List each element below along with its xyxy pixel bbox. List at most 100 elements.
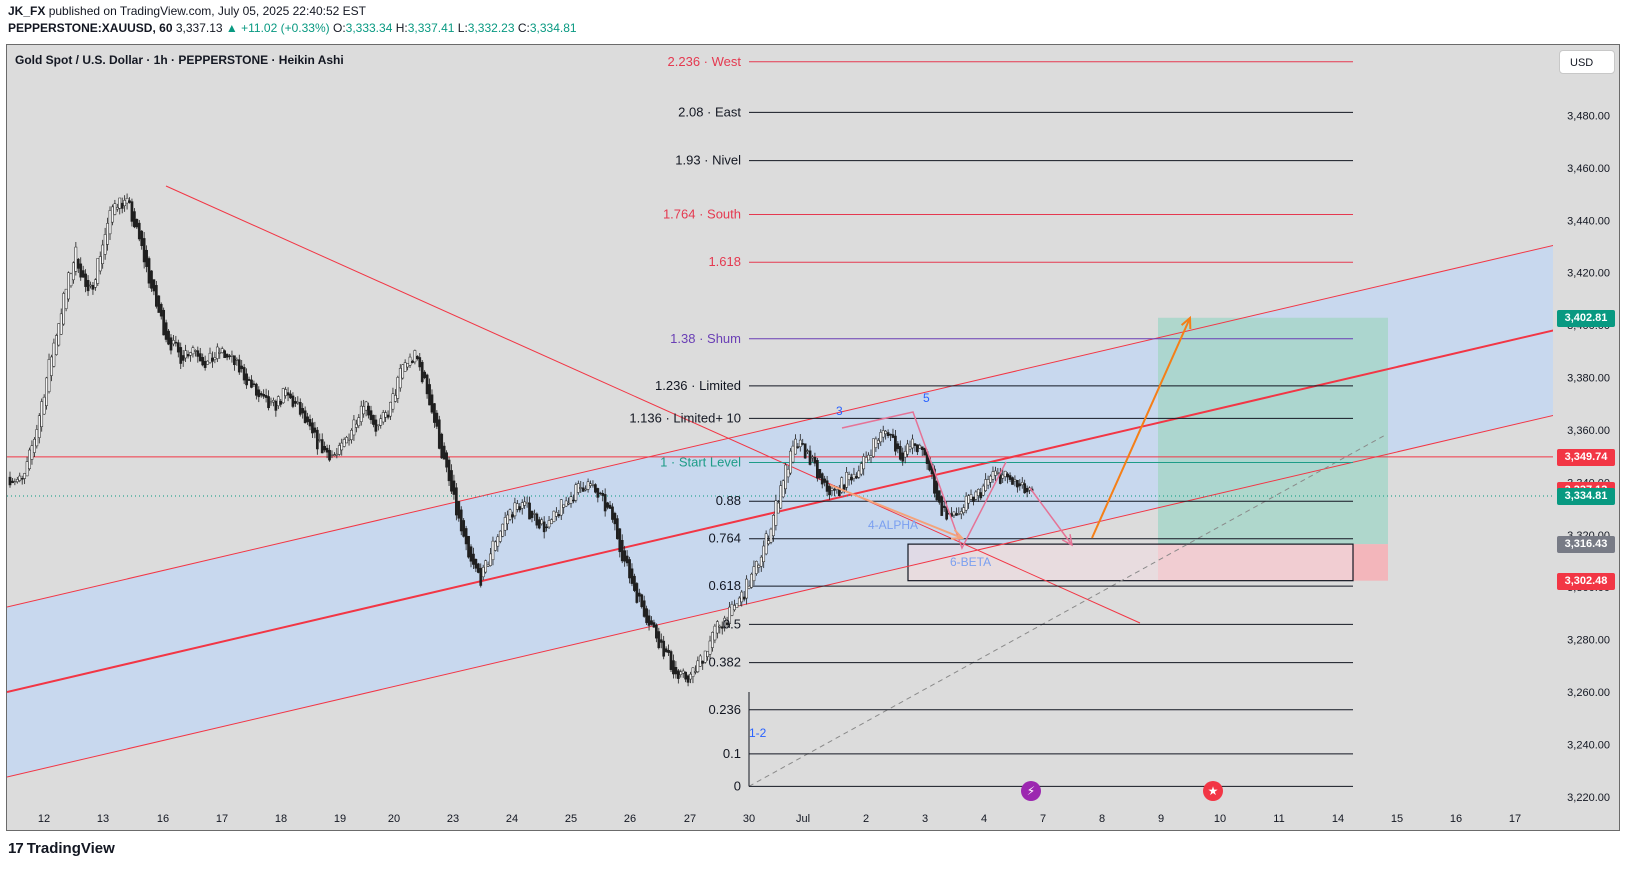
candle-body bbox=[420, 361, 424, 383]
candle-body bbox=[772, 514, 775, 536]
candle-body bbox=[108, 210, 112, 235]
candle-body bbox=[89, 284, 92, 287]
alpha-arrow[interactable] bbox=[829, 484, 963, 539]
candle-body bbox=[481, 567, 485, 578]
candle-body bbox=[357, 417, 361, 427]
candle-body bbox=[245, 373, 248, 386]
candle-body bbox=[803, 443, 807, 459]
candle-body bbox=[574, 484, 578, 501]
candle-body bbox=[533, 513, 536, 515]
candle-body bbox=[64, 288, 68, 310]
us-flag-icon[interactable]: ★ bbox=[1203, 781, 1223, 801]
candle-body bbox=[184, 350, 187, 359]
x-tick-label: Jul bbox=[796, 813, 810, 825]
candle-body bbox=[698, 655, 702, 667]
currency-button[interactable]: USD bbox=[1559, 50, 1615, 74]
candle-body bbox=[189, 352, 192, 356]
y-tick-label: 3,460.00 bbox=[1567, 163, 1610, 175]
channel-mid-line[interactable] bbox=[7, 329, 1555, 693]
candle-body bbox=[518, 506, 522, 511]
candle-body bbox=[862, 456, 866, 470]
candle-body bbox=[608, 504, 612, 509]
demand-box[interactable] bbox=[907, 543, 1354, 582]
fib-label-7: 1.136 · Limited+ 10 bbox=[629, 410, 741, 425]
candle-body bbox=[672, 660, 675, 675]
candle-body bbox=[813, 457, 817, 464]
candle-body bbox=[508, 509, 512, 520]
candle-body bbox=[57, 323, 61, 346]
candle-body bbox=[589, 483, 592, 486]
channel-lower-line[interactable] bbox=[7, 414, 1555, 778]
candle-body bbox=[881, 430, 885, 438]
candle-body bbox=[855, 476, 858, 479]
candle-body bbox=[162, 309, 166, 336]
candle-body bbox=[781, 480, 785, 498]
candle-body bbox=[513, 502, 517, 517]
candle-body bbox=[557, 514, 561, 517]
candle-body bbox=[298, 401, 302, 415]
candle-body bbox=[652, 622, 656, 628]
candle-body bbox=[59, 313, 63, 335]
candle-body bbox=[745, 578, 748, 599]
candle-body bbox=[218, 352, 222, 354]
descending-trendline[interactable] bbox=[165, 185, 1141, 624]
candle-body bbox=[157, 295, 161, 313]
candle-body bbox=[796, 446, 800, 448]
candle-body bbox=[591, 484, 595, 486]
candle-body bbox=[874, 438, 878, 448]
candle-body bbox=[635, 583, 639, 603]
candle-body bbox=[791, 445, 795, 463]
candle-body bbox=[762, 545, 766, 563]
candle-body bbox=[1006, 473, 1009, 478]
candle-body bbox=[194, 350, 197, 352]
candle-body bbox=[62, 293, 66, 325]
last-price: 3,337.13 bbox=[175, 21, 223, 35]
fib-trend-line[interactable] bbox=[748, 434, 1386, 787]
candle-body bbox=[201, 357, 205, 366]
candle-body bbox=[335, 453, 339, 456]
candle-body bbox=[708, 640, 712, 655]
candle-body bbox=[525, 502, 529, 504]
candle-body bbox=[650, 620, 653, 625]
candle-body bbox=[940, 496, 944, 516]
target-arrow[interactable] bbox=[1091, 317, 1191, 539]
candle-body bbox=[503, 517, 507, 531]
candle-body bbox=[569, 496, 573, 504]
candle-body bbox=[679, 671, 683, 675]
candle-body bbox=[876, 440, 880, 444]
candle-body bbox=[401, 364, 405, 379]
candle-body bbox=[742, 596, 746, 600]
candle-body bbox=[428, 384, 431, 406]
beta-arrow[interactable] bbox=[1029, 487, 1073, 546]
candle-body bbox=[179, 347, 183, 364]
candle-body bbox=[572, 499, 575, 502]
chart-legend: Gold Spot / U.S. Dollar · 1h · PEPPERSTO… bbox=[15, 53, 344, 67]
x-tick-label: 17 bbox=[1509, 813, 1521, 825]
x-tick-label: 20 bbox=[388, 813, 400, 825]
candle-body bbox=[472, 553, 475, 565]
candle-body bbox=[45, 377, 48, 406]
candle-body bbox=[294, 400, 297, 404]
candle-body bbox=[645, 608, 648, 624]
candle-body bbox=[259, 393, 263, 396]
candle-body bbox=[128, 200, 131, 203]
alpha-arrow-head bbox=[950, 529, 965, 540]
lightning-icon[interactable]: ⚡ bbox=[1021, 781, 1041, 801]
wave-path[interactable] bbox=[841, 411, 1007, 550]
x-tick-label: 8 bbox=[1099, 813, 1105, 825]
candle-body bbox=[13, 481, 17, 483]
channel-upper-line[interactable] bbox=[7, 244, 1555, 608]
candle-body bbox=[584, 488, 587, 491]
x-tick-label: 11 bbox=[1273, 813, 1284, 825]
candle-body bbox=[916, 444, 919, 453]
beta-arrow-head bbox=[1061, 534, 1074, 547]
price-badge: 3,402.81 bbox=[1557, 309, 1615, 327]
candle-body bbox=[906, 443, 909, 455]
x-tick-label: 2 bbox=[863, 813, 869, 825]
candle-body bbox=[598, 492, 602, 495]
tradingview-logo: 17 TradingView bbox=[8, 840, 115, 857]
target-zone[interactable] bbox=[1158, 317, 1388, 545]
candle-body bbox=[979, 492, 983, 499]
x-tick-label: 23 bbox=[447, 813, 459, 825]
